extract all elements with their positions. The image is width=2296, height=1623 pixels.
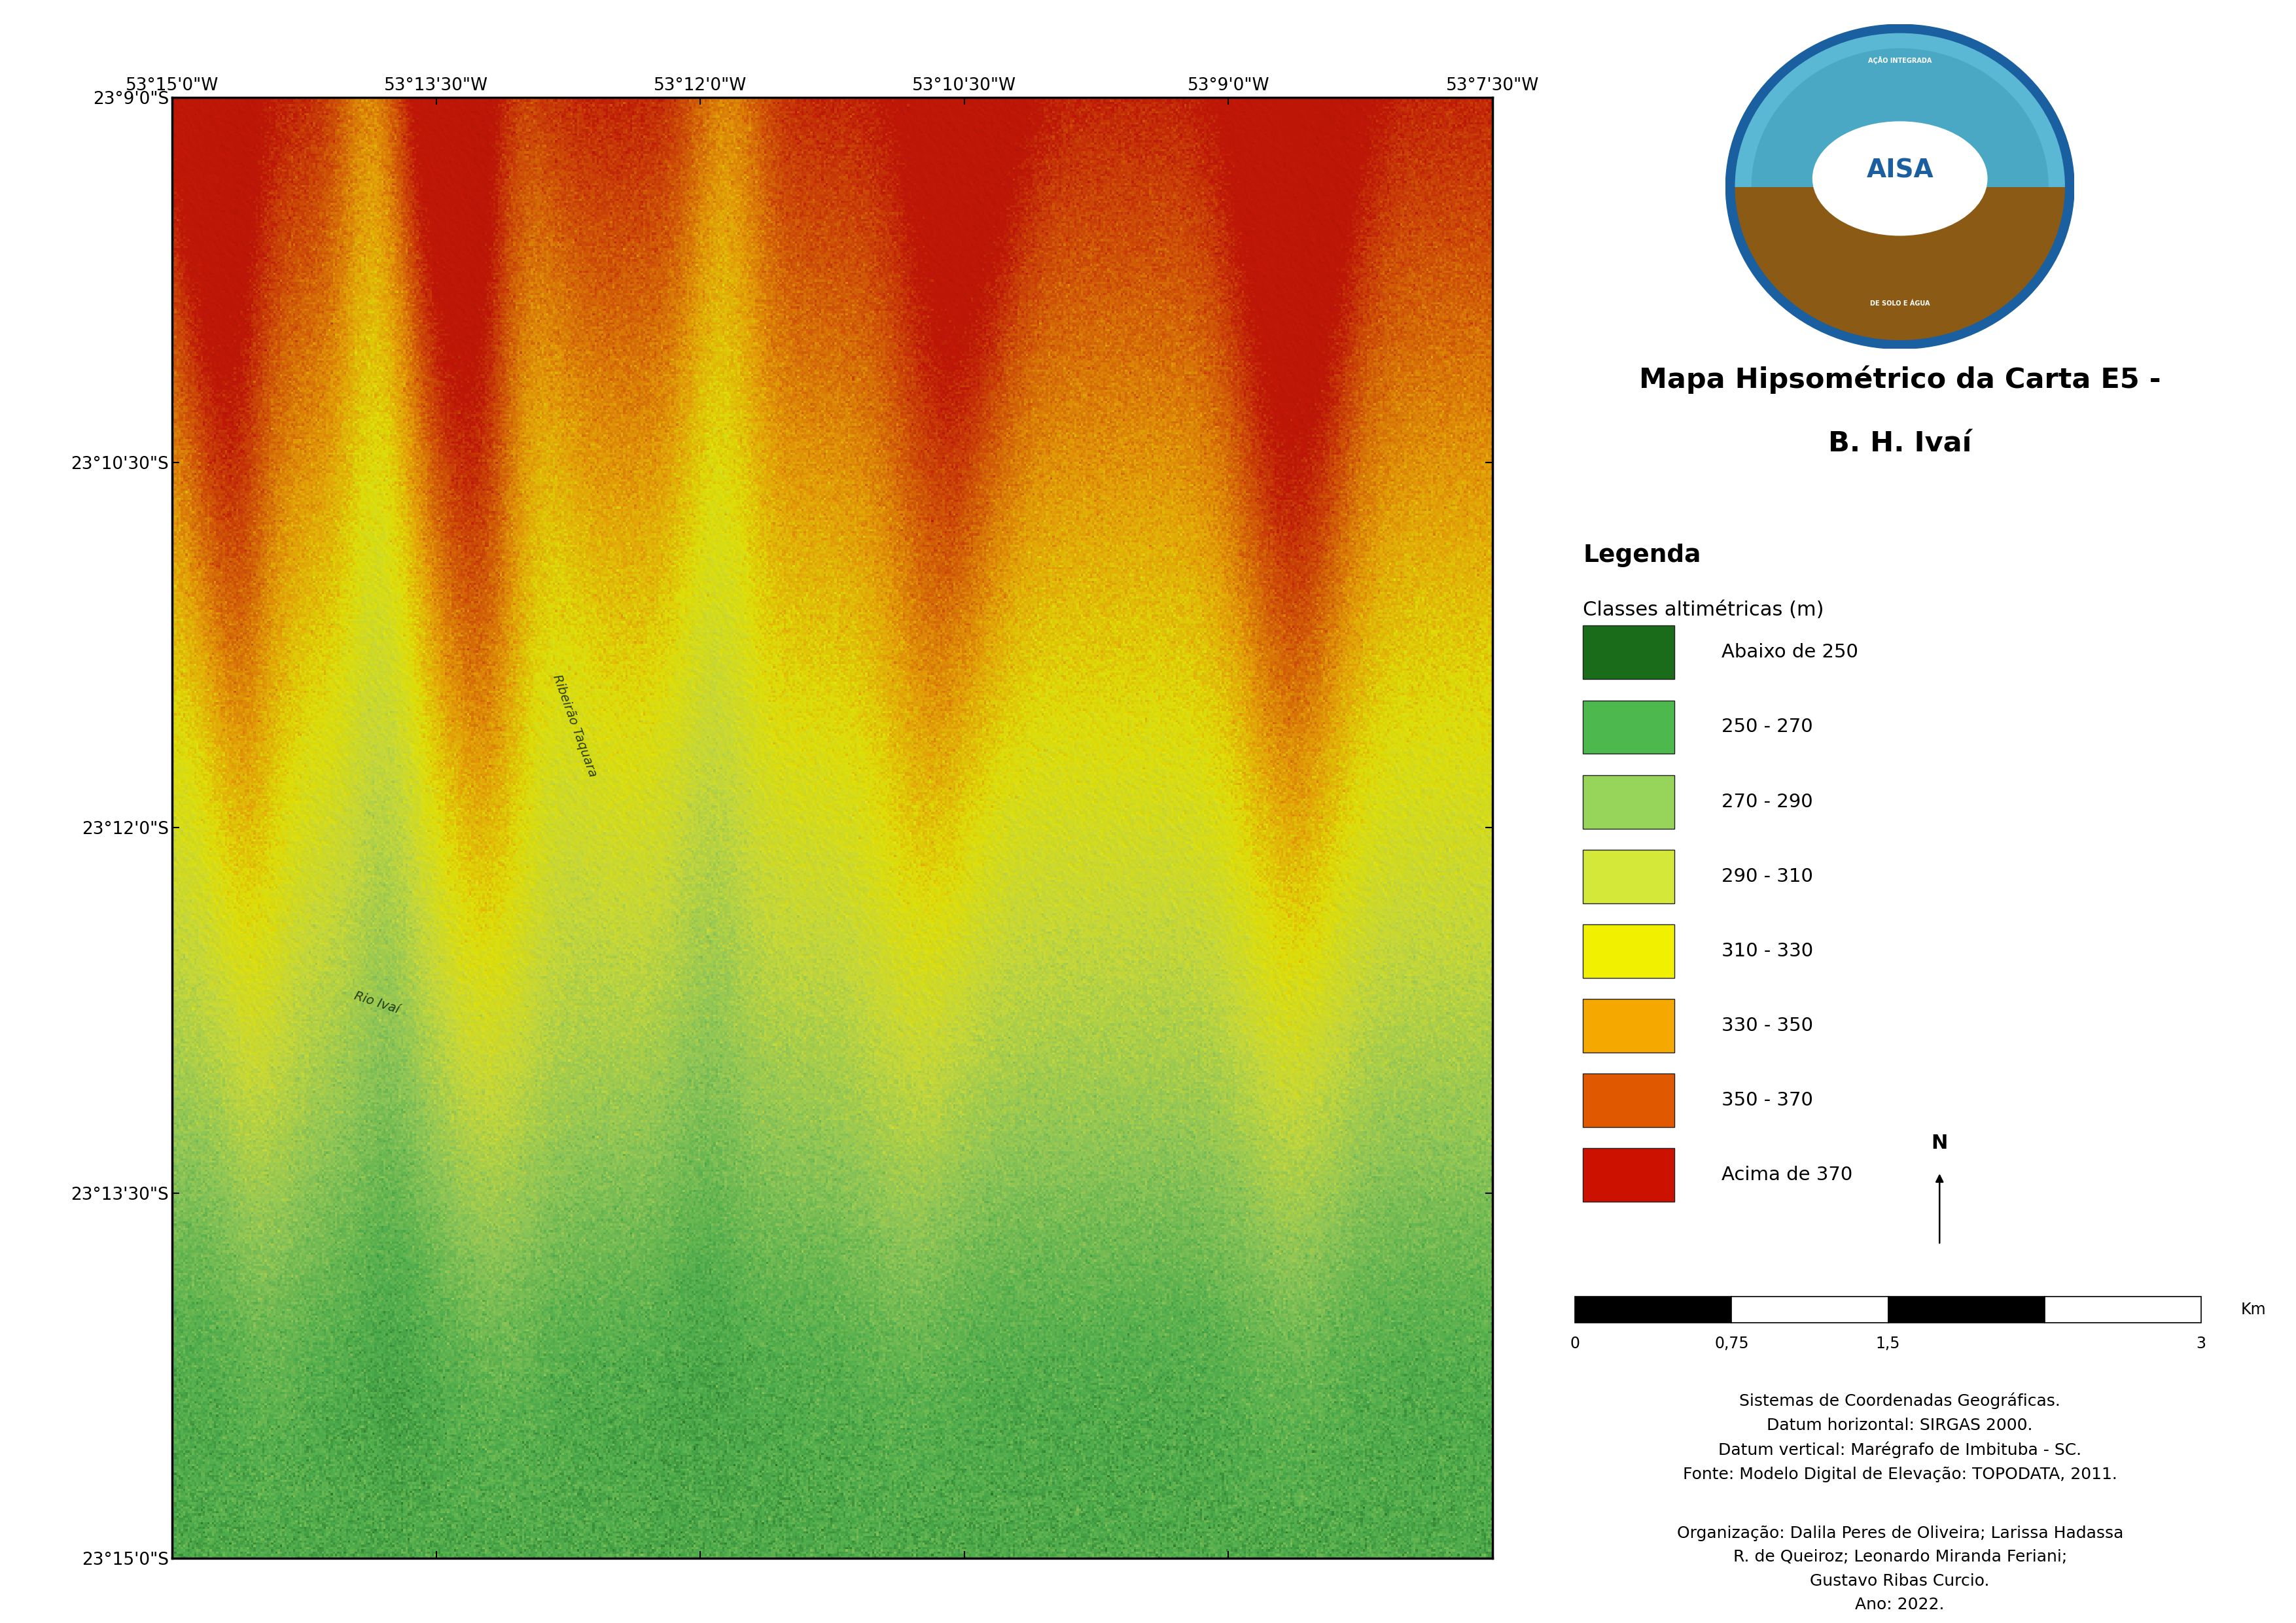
Text: DE SOLO E ÁGUA: DE SOLO E ÁGUA xyxy=(1869,300,1931,307)
Text: Ribeirão Taquara: Ribeirão Taquara xyxy=(551,672,599,779)
Text: 0: 0 xyxy=(1570,1336,1580,1352)
FancyBboxPatch shape xyxy=(1887,1297,2043,1323)
Text: 3: 3 xyxy=(2195,1336,2206,1352)
Text: Acima de 370: Acima de 370 xyxy=(1722,1165,1853,1185)
Text: AISA: AISA xyxy=(1867,157,1933,183)
FancyBboxPatch shape xyxy=(1584,1149,1674,1201)
Text: Legenda: Legenda xyxy=(1584,544,1701,568)
Text: 290 - 310: 290 - 310 xyxy=(1722,867,1814,886)
Text: Classes altimétricas (m): Classes altimétricas (m) xyxy=(1584,601,1825,620)
FancyBboxPatch shape xyxy=(1584,776,1674,828)
Text: 330 - 350: 330 - 350 xyxy=(1722,1016,1814,1035)
Text: Organização: Dalila Peres de Oliveira; Larissa Hadassa
R. de Queiroz; Leonardo M: Organização: Dalila Peres de Oliveira; L… xyxy=(1676,1526,2124,1613)
FancyBboxPatch shape xyxy=(1575,1297,1731,1323)
Text: 250 - 270: 250 - 270 xyxy=(1722,717,1814,737)
FancyBboxPatch shape xyxy=(1584,1000,1674,1053)
Wedge shape xyxy=(1733,32,2066,187)
FancyBboxPatch shape xyxy=(1584,850,1674,902)
Text: 270 - 290: 270 - 290 xyxy=(1722,792,1814,812)
FancyBboxPatch shape xyxy=(1731,1297,1887,1323)
FancyBboxPatch shape xyxy=(2043,1297,2202,1323)
Text: B. H. Ivaí: B. H. Ivaí xyxy=(1828,430,1972,458)
FancyBboxPatch shape xyxy=(1584,701,1674,753)
FancyBboxPatch shape xyxy=(1584,1074,1674,1128)
Text: AÇÃO INTEGRADA: AÇÃO INTEGRADA xyxy=(1869,57,1931,63)
FancyBboxPatch shape xyxy=(1584,625,1674,678)
Text: Rio Ivaí: Rio Ivaí xyxy=(354,990,402,1016)
Text: 350 - 370: 350 - 370 xyxy=(1722,1091,1814,1110)
Text: N: N xyxy=(1931,1133,1947,1152)
Text: Sistemas de Coordenadas Geográficas.
Datum horizontal: SIRGAS 2000.
Datum vertic: Sistemas de Coordenadas Geográficas. Dat… xyxy=(1683,1393,2117,1482)
Text: Abaixo de 250: Abaixo de 250 xyxy=(1722,643,1857,662)
Text: Km: Km xyxy=(2241,1302,2266,1318)
Wedge shape xyxy=(1733,187,2066,341)
Ellipse shape xyxy=(1814,122,1986,235)
Wedge shape xyxy=(1752,49,2048,187)
Text: 1,5: 1,5 xyxy=(1876,1336,1901,1352)
FancyBboxPatch shape xyxy=(1584,923,1674,977)
Ellipse shape xyxy=(1727,24,2073,349)
Text: Mapa Hipsométrico da Carta E5 -: Mapa Hipsométrico da Carta E5 - xyxy=(1639,365,2161,394)
Text: 310 - 330: 310 - 330 xyxy=(1722,941,1814,961)
Text: 0,75: 0,75 xyxy=(1715,1336,1750,1352)
